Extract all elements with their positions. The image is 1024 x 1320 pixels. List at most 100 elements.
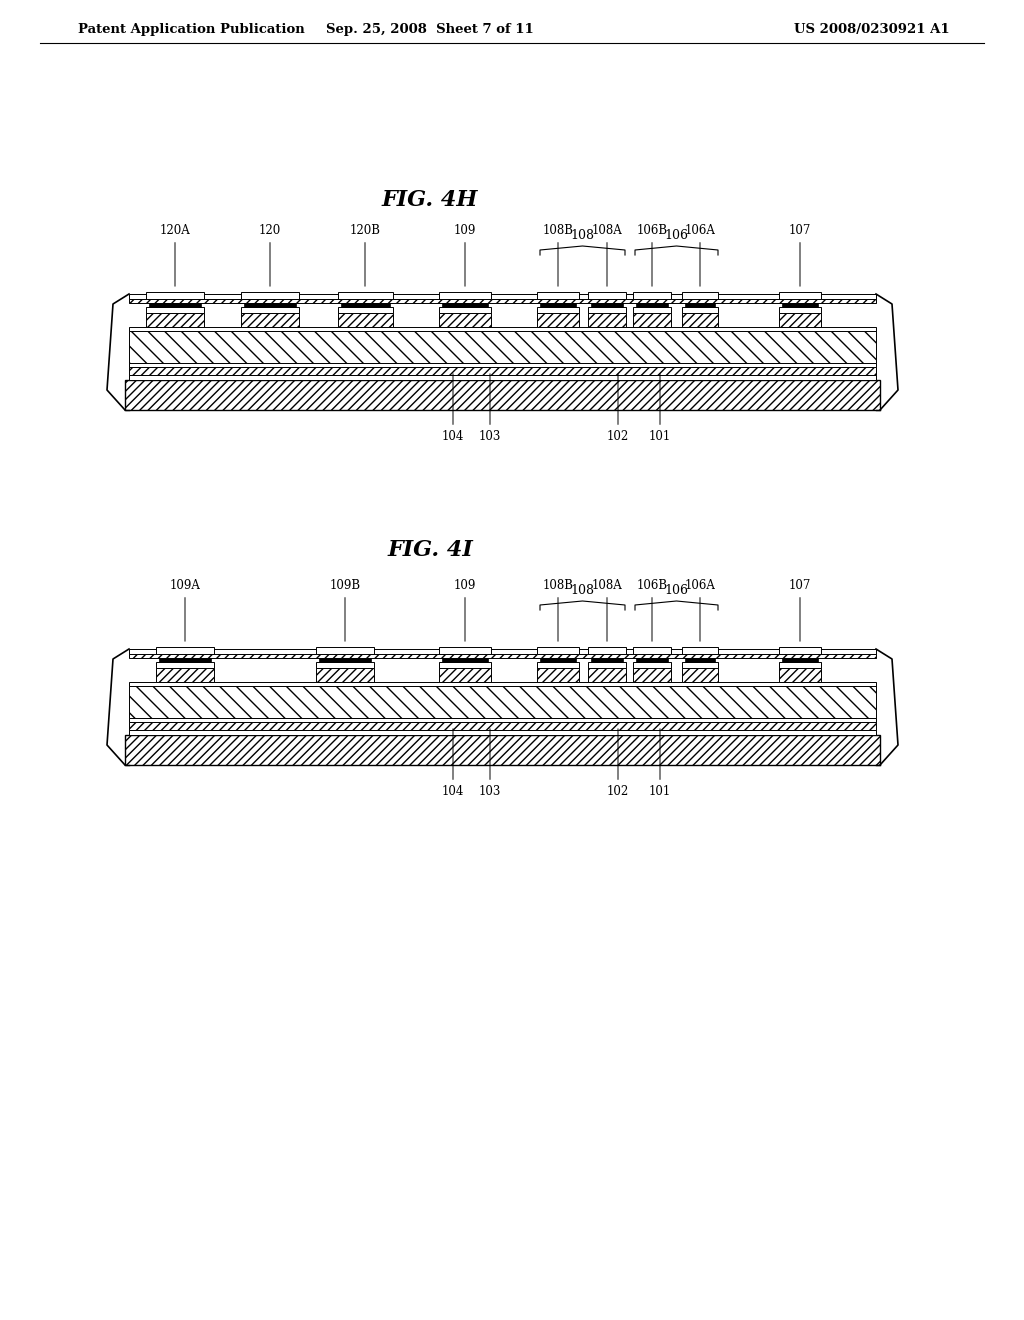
- Text: 107: 107: [788, 224, 811, 286]
- Bar: [682, 313, 718, 327]
- Bar: [338, 292, 393, 300]
- Bar: [588, 313, 626, 327]
- Bar: [241, 308, 299, 313]
- Text: 108A: 108A: [592, 224, 623, 286]
- Bar: [588, 668, 626, 682]
- Bar: [779, 663, 821, 668]
- Bar: [129, 327, 876, 331]
- Text: 104: 104: [441, 729, 464, 799]
- Text: 102: 102: [607, 729, 629, 799]
- Bar: [125, 380, 880, 411]
- Bar: [588, 292, 626, 300]
- Bar: [319, 657, 371, 663]
- Bar: [442, 304, 488, 308]
- Bar: [439, 308, 490, 313]
- Text: 108B: 108B: [543, 579, 573, 642]
- Text: 103: 103: [479, 729, 501, 799]
- Text: 106B: 106B: [637, 579, 668, 642]
- Bar: [129, 375, 876, 380]
- Bar: [129, 686, 876, 718]
- Bar: [588, 647, 626, 653]
- Bar: [129, 730, 876, 735]
- Bar: [129, 653, 876, 657]
- Bar: [636, 304, 668, 308]
- Text: FIG. 4H: FIG. 4H: [382, 189, 478, 211]
- Bar: [682, 663, 718, 668]
- Bar: [782, 657, 818, 663]
- Bar: [146, 308, 204, 313]
- Bar: [129, 363, 876, 367]
- Bar: [537, 668, 579, 682]
- Bar: [129, 331, 876, 363]
- Bar: [156, 663, 214, 668]
- Bar: [779, 668, 821, 682]
- Bar: [146, 292, 204, 300]
- Text: 120: 120: [259, 224, 282, 286]
- Text: US 2008/0230921 A1: US 2008/0230921 A1: [795, 24, 950, 37]
- Bar: [537, 292, 579, 300]
- Bar: [591, 657, 623, 663]
- Text: Sep. 25, 2008  Sheet 7 of 11: Sep. 25, 2008 Sheet 7 of 11: [326, 24, 534, 37]
- Bar: [682, 292, 718, 300]
- Bar: [633, 663, 671, 668]
- Bar: [633, 647, 671, 653]
- Bar: [682, 308, 718, 313]
- Bar: [633, 668, 671, 682]
- Bar: [338, 313, 393, 327]
- Text: 106: 106: [665, 583, 688, 597]
- Bar: [636, 657, 668, 663]
- Text: FIG. 4I: FIG. 4I: [387, 539, 473, 561]
- Text: Patent Application Publication: Patent Application Publication: [78, 24, 305, 37]
- Bar: [316, 668, 374, 682]
- Text: 106B: 106B: [637, 224, 668, 286]
- Bar: [779, 308, 821, 313]
- Bar: [537, 313, 579, 327]
- Text: 109A: 109A: [170, 579, 201, 642]
- Bar: [338, 308, 393, 313]
- Text: 106: 106: [665, 228, 688, 242]
- Bar: [241, 292, 299, 300]
- Text: 108: 108: [570, 583, 595, 597]
- Bar: [316, 663, 374, 668]
- Bar: [685, 657, 715, 663]
- Bar: [442, 657, 488, 663]
- Bar: [146, 313, 204, 327]
- Text: 101: 101: [649, 729, 671, 799]
- Text: 107: 107: [788, 579, 811, 642]
- Bar: [316, 647, 374, 653]
- Text: 108: 108: [570, 228, 595, 242]
- Bar: [129, 722, 876, 730]
- Bar: [591, 304, 623, 308]
- Bar: [129, 300, 876, 304]
- Bar: [633, 308, 671, 313]
- Bar: [779, 313, 821, 327]
- Bar: [129, 649, 876, 653]
- Text: 101: 101: [649, 374, 671, 444]
- Bar: [779, 647, 821, 653]
- Bar: [341, 304, 390, 308]
- Bar: [682, 647, 718, 653]
- Bar: [159, 657, 211, 663]
- Text: 109: 109: [454, 579, 476, 642]
- Text: 102: 102: [607, 374, 629, 444]
- Text: 109: 109: [454, 224, 476, 286]
- Bar: [682, 668, 718, 682]
- Text: 120A: 120A: [160, 224, 190, 286]
- Bar: [537, 663, 579, 668]
- Bar: [439, 663, 490, 668]
- Bar: [244, 304, 296, 308]
- Bar: [439, 313, 490, 327]
- Bar: [540, 304, 575, 308]
- Text: 109B: 109B: [330, 579, 360, 642]
- Bar: [241, 313, 299, 327]
- Text: 103: 103: [479, 374, 501, 444]
- Bar: [633, 313, 671, 327]
- Bar: [156, 647, 214, 653]
- Text: 120B: 120B: [349, 224, 381, 286]
- Bar: [633, 292, 671, 300]
- Bar: [129, 367, 876, 375]
- Bar: [779, 292, 821, 300]
- Bar: [537, 647, 579, 653]
- Bar: [588, 663, 626, 668]
- Bar: [782, 304, 818, 308]
